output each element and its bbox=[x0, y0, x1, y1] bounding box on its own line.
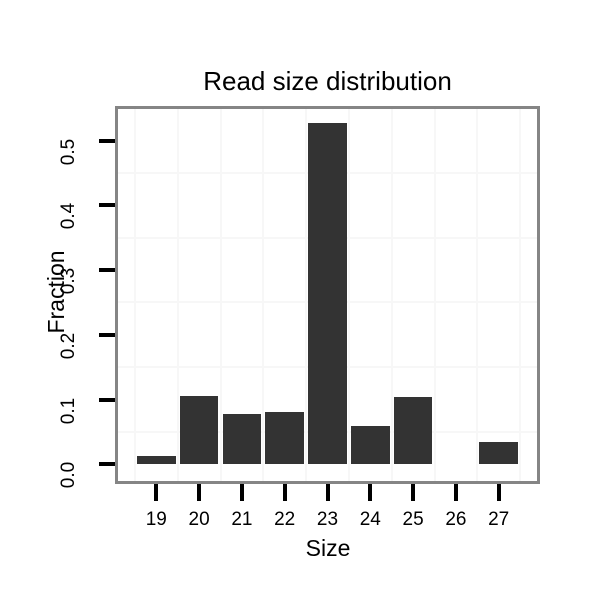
y-tick bbox=[99, 268, 115, 273]
x-tick bbox=[197, 484, 202, 501]
v-gridline bbox=[219, 109, 222, 481]
y-tick bbox=[99, 462, 115, 467]
x-tick-label: 22 bbox=[274, 509, 296, 530]
x-tick bbox=[239, 484, 244, 501]
x-tick bbox=[496, 484, 501, 501]
v-gridline bbox=[262, 109, 265, 481]
v-gridline bbox=[519, 109, 522, 481]
y-tick-label: 0.4 bbox=[58, 203, 79, 230]
bar bbox=[179, 395, 219, 465]
x-tick-label: 26 bbox=[445, 509, 467, 530]
x-tick bbox=[325, 484, 330, 501]
y-tick-label: 0.5 bbox=[58, 138, 79, 165]
y-tick bbox=[99, 397, 115, 402]
x-tick bbox=[282, 484, 287, 501]
v-gridline bbox=[176, 109, 179, 481]
chart-title: Read size distribution bbox=[203, 66, 452, 96]
bar bbox=[265, 411, 304, 465]
y-tick-label: 0.2 bbox=[58, 332, 79, 360]
plot-area bbox=[115, 106, 540, 484]
x-tick-label: 21 bbox=[231, 509, 253, 530]
v-gridline bbox=[133, 109, 136, 481]
v-gridline bbox=[433, 109, 436, 481]
y-tick-label: 0.3 bbox=[58, 267, 79, 295]
x-tick-label: 20 bbox=[188, 509, 210, 530]
y-tick bbox=[99, 203, 115, 208]
y-tick-label: 0.1 bbox=[58, 397, 79, 424]
y-tick bbox=[99, 138, 115, 143]
x-tick-label: 25 bbox=[402, 509, 424, 530]
x-tick-label: 24 bbox=[359, 509, 381, 530]
bar bbox=[393, 396, 433, 465]
v-gridline bbox=[390, 109, 393, 481]
x-tick bbox=[453, 484, 458, 501]
bar bbox=[137, 455, 176, 465]
x-tick-label: 23 bbox=[316, 509, 339, 530]
bar bbox=[479, 441, 518, 465]
v-gridline bbox=[305, 109, 308, 481]
x-tick bbox=[154, 484, 159, 501]
x-axis-label: Size bbox=[305, 535, 351, 561]
x-tick bbox=[411, 484, 416, 501]
bar bbox=[351, 426, 390, 465]
v-gridline bbox=[476, 109, 479, 481]
bar bbox=[308, 123, 347, 465]
x-tick bbox=[368, 484, 373, 501]
bar bbox=[222, 413, 262, 465]
x-tick-label: 19 bbox=[145, 509, 167, 530]
y-tick-label: 0.0 bbox=[58, 461, 79, 489]
v-gridline bbox=[347, 109, 350, 481]
x-tick-label: 27 bbox=[488, 509, 510, 530]
y-tick bbox=[99, 332, 115, 337]
